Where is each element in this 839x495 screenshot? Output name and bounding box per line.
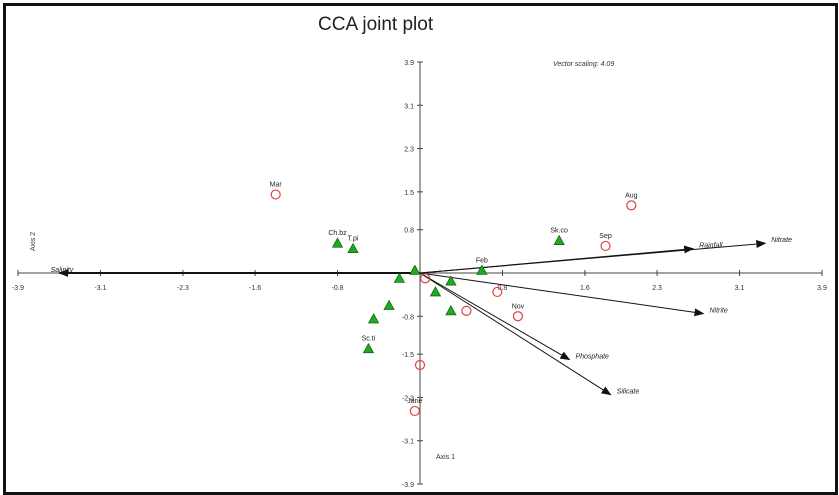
vector-scaling-note: Vector scaling: 4.09 (553, 61, 614, 68)
species-point (331, 237, 344, 248)
sample-label: Aug (625, 192, 638, 199)
axes: -3.9 -3.1 -2.3 -1.6 -0.8 0.8 1.6 2.3 3.1 3.9 3.9 3.… (12, 60, 827, 489)
x-tick-label: 3.9 (817, 285, 827, 292)
vector-label: Salinity (51, 267, 74, 274)
species-label: Sc.ti (362, 336, 376, 343)
x-tick-label: -3.9 (12, 285, 24, 292)
y-tick-label: -1.5 (402, 352, 414, 359)
sample-point (600, 240, 611, 252)
sample-point (492, 286, 503, 298)
x-tick-label: -3.1 (94, 285, 106, 292)
x-tick-label: 3.1 (735, 285, 745, 292)
species-point (553, 234, 565, 245)
vector-label: Nitrite (709, 308, 727, 315)
species-point (367, 313, 380, 324)
species-point (409, 264, 421, 275)
sample-point (420, 273, 431, 284)
species-point (445, 275, 457, 286)
species-point (383, 299, 395, 310)
species-point (476, 264, 488, 275)
x-tick-label: -0.8 (332, 285, 344, 292)
x-tick-label: 2.3 (652, 285, 662, 292)
vector-arrow (419, 272, 571, 361)
species-label: Ch.bz (328, 230, 347, 237)
x-axis-label: Axis 1 (436, 454, 455, 461)
species: Sk.co Ch.bzT.pi Feb Sc.ti (328, 228, 568, 354)
species-point (429, 286, 442, 297)
x-tick-label: 1.6 (580, 285, 590, 292)
vector-label: Nitrate (771, 237, 792, 244)
sample-point (270, 189, 281, 200)
samples: Mar Aug Sep Nov Jane (270, 182, 638, 417)
vector-arrow (419, 272, 612, 396)
species-point (393, 272, 406, 283)
y-tick-label: -3.9 (402, 482, 414, 489)
vector-label: Rainfall (699, 243, 723, 250)
vectors: Salinity Nitrate Rainfall Nitrite Phosphate S… (51, 237, 792, 395)
species-point (445, 305, 457, 316)
vector-arrow (419, 272, 705, 317)
species-label: T.pi (348, 236, 359, 243)
y-tick-label: 0.8 (404, 228, 414, 235)
sample-point (626, 200, 637, 211)
cca-joint-plot: CCA joint plot Vector scaling: 4.09 -3.9… (12, 14, 827, 489)
y-tick-label: 2.3 (404, 147, 414, 154)
y-tick-label: 3.9 (404, 60, 414, 67)
vector-label: Phosphate (575, 354, 609, 361)
species-label: Sk.co (550, 228, 568, 235)
y-tick-label: 1.5 (404, 190, 414, 197)
sample-point (512, 311, 524, 322)
x-tick-label: -1.6 (249, 285, 261, 292)
sample-point (409, 405, 420, 417)
sample-label: Jane (407, 398, 422, 405)
species-label: Feb (476, 257, 488, 264)
x-tick-label: -2.3 (177, 285, 189, 292)
vector-arrow (419, 245, 695, 274)
chart-frame: CCA joint plot Vector scaling: 4.09 -3.9… (3, 3, 838, 495)
species-point (362, 342, 375, 354)
species-point (347, 242, 359, 254)
sample-point (414, 359, 426, 371)
y-axis-label: Axis 2 (30, 232, 37, 251)
vector-label: Silicate (617, 389, 640, 396)
y-tick-label: 3.1 (404, 103, 414, 110)
sample-label: Nov (512, 303, 525, 310)
sample-point (461, 305, 472, 316)
y-tick-label: -0.8 (402, 314, 414, 321)
sample-label: Mar (270, 182, 283, 189)
y-tick-label: -2.3 (402, 395, 414, 402)
x-tick-label: 0.8 (498, 285, 508, 292)
y-tick-label: -3.1 (402, 439, 414, 446)
chart-title: CCA joint plot (318, 14, 434, 35)
sample-label: Sep (599, 233, 612, 240)
